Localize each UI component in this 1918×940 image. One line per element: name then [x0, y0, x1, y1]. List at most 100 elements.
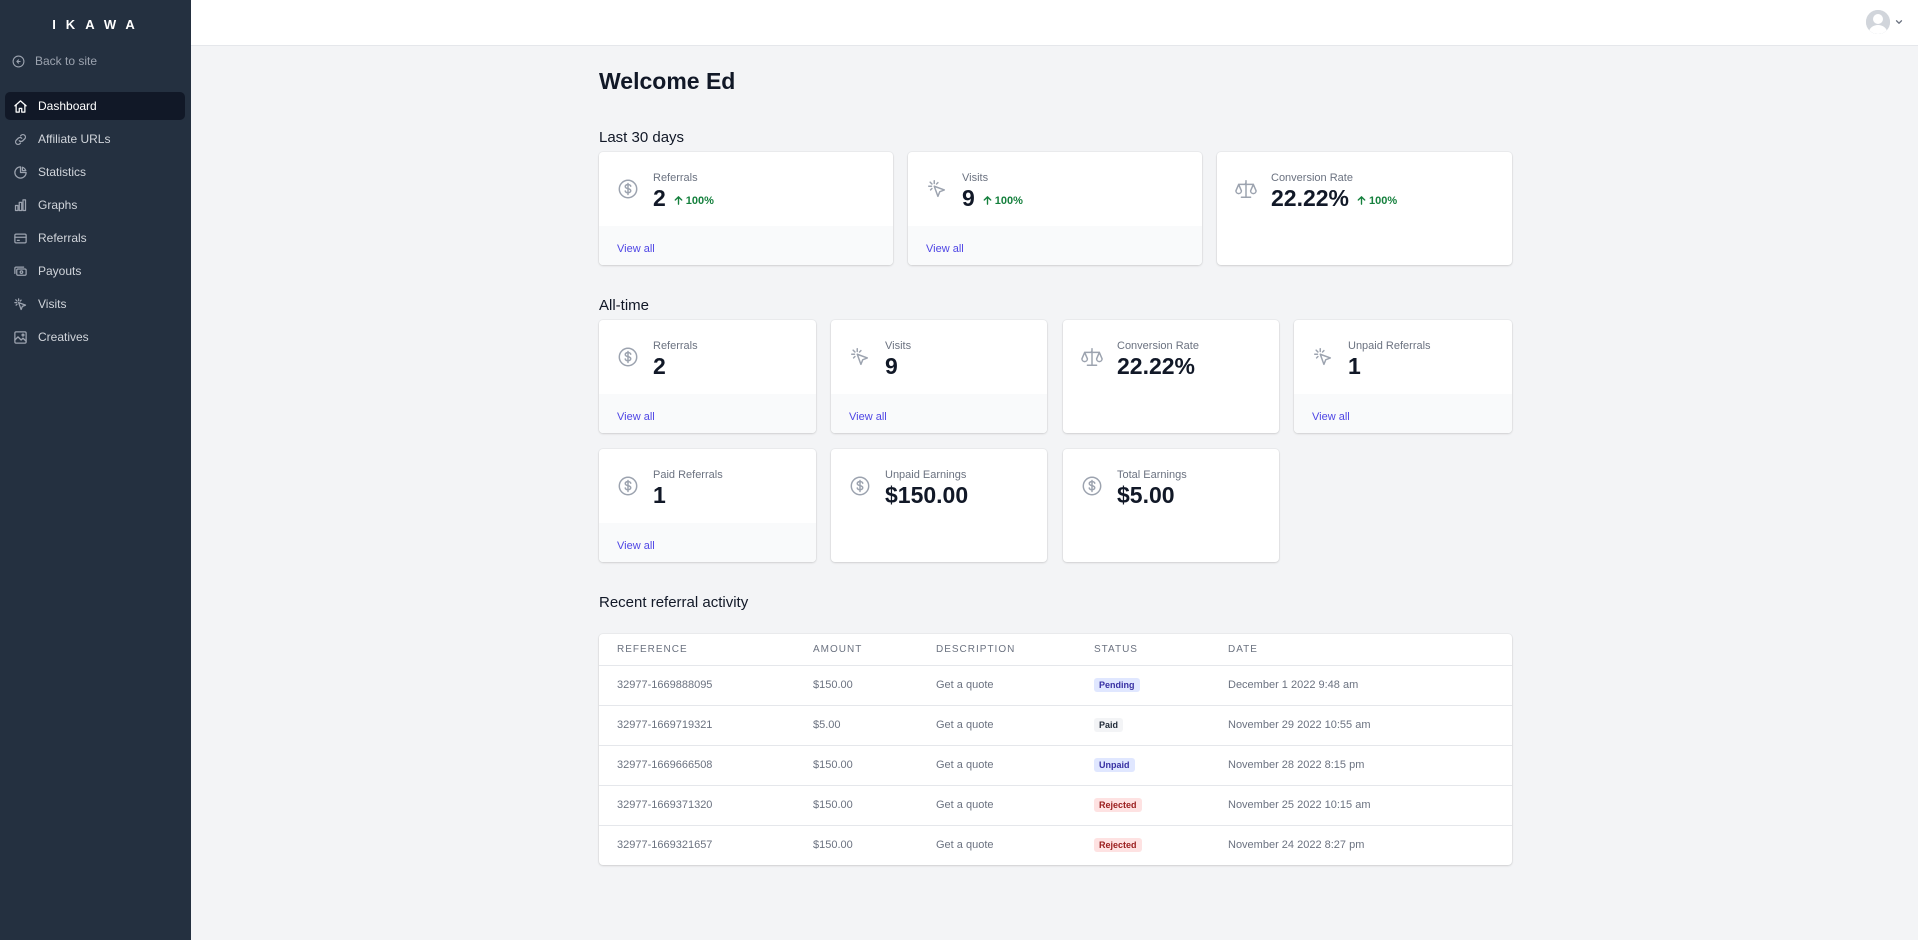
stat-label: Referrals: [653, 172, 698, 184]
sidebar-item-label: Visits: [38, 297, 67, 311]
cell-description: Get a quote: [936, 705, 1094, 746]
cell-description: Get a quote: [936, 665, 1094, 706]
scale-icon: [1235, 180, 1257, 198]
stat-label: Conversion Rate: [1117, 340, 1199, 352]
stat-value: 1: [1348, 353, 1361, 379]
stat-value: 9: [885, 353, 898, 379]
cell-reference: 32977-1669321657: [617, 839, 713, 852]
section-title-all-time: All-time: [599, 297, 650, 314]
stat-change-value: 100%: [994, 194, 1023, 207]
logo[interactable]: IKAWA: [52, 17, 145, 32]
column-header-reference: REFERENCE: [599, 634, 813, 666]
stat-card-total-earnings: Total Earnings $5.00: [1063, 449, 1279, 562]
cell-reference: 32977-1669719321: [599, 705, 813, 746]
stat-label: Unpaid Earnings: [885, 469, 967, 481]
cell-reference: 32977-1669371320: [599, 785, 813, 826]
cursor-click-icon: [14, 297, 27, 310]
sidebar-item-referrals[interactable]: Referrals: [5, 224, 185, 252]
stat-value: $150.00: [885, 482, 969, 508]
table-row: 32977-1669666508 $150.00 Get a quote Unp…: [599, 745, 1512, 786]
avatar[interactable]: [1866, 10, 1890, 34]
view-all-link[interactable]: View all: [1312, 411, 1350, 423]
sidebar-item-label: Referrals: [38, 231, 87, 245]
cell-amount: $150.00: [813, 745, 936, 786]
cell-amount: $150.00: [813, 785, 936, 826]
stat-card-referrals-30d: Referrals 2 100% View all: [599, 152, 893, 265]
stat-card-visits-30d: Visits 9 100% View all: [908, 152, 1202, 265]
cell-date: November 24 2022 8:27 pm: [1228, 839, 1365, 852]
user-menu[interactable]: [1866, 10, 1904, 34]
stat-label: Paid Referrals: [653, 469, 723, 481]
stat-value: 2: [653, 185, 666, 211]
link-icon: [15, 133, 26, 145]
status-badge: Paid: [1094, 718, 1124, 732]
sidebar-item-creatives[interactable]: Creatives: [5, 323, 185, 351]
cell-date: November 28 2022 8:15 pm: [1228, 745, 1512, 786]
stat-card-unpaid-earnings: Unpaid Earnings $150.00: [831, 449, 1047, 562]
cursor-click-icon: [851, 348, 869, 366]
stat-label: Referrals: [653, 340, 698, 352]
cell-amount: $5.00: [813, 705, 936, 746]
card-footer: View all: [908, 226, 1202, 265]
status-badge: Pending: [1094, 678, 1140, 692]
arrow-left-circle-icon: [12, 55, 25, 67]
stat-value: 22.22%: [1271, 185, 1350, 211]
column-header-description: DESCRIPTION: [936, 634, 1094, 666]
card-footer: View all: [599, 226, 893, 265]
chevron-down-icon[interactable]: [1894, 17, 1904, 27]
cell-reference: 32977-1669888095: [599, 665, 813, 706]
column-header-date: DATE: [1228, 634, 1512, 666]
cell-status: Pending: [1094, 665, 1228, 706]
cell-date: December 1 2022 9:48 am: [1228, 665, 1512, 706]
sidebar-nav: Dashboard Affiliate URLs Statistics Grap…: [5, 92, 185, 356]
stat-value: 9: [962, 185, 975, 211]
section-title-recent-activity: Recent referral activity: [599, 594, 749, 611]
table-row: 32977-1669371320 $150.00 Get a quote Rej…: [599, 785, 1512, 826]
sidebar-item-label: Affiliate URLs: [38, 132, 111, 146]
status-badge: Rejected: [1094, 798, 1142, 812]
view-all-link[interactable]: View all: [617, 411, 655, 423]
sidebar-item-graphs[interactable]: Graphs: [5, 191, 185, 219]
stat-label: Total Earnings: [1117, 469, 1187, 481]
view-all-link[interactable]: View all: [926, 243, 964, 255]
sidebar-item-statistics[interactable]: Statistics: [5, 158, 185, 186]
arrow-up-icon: [983, 196, 992, 205]
dollar-circle-icon: [618, 347, 638, 367]
cell-date: November 25 2022 10:15 am: [1228, 785, 1512, 826]
sidebar-item-label: Payouts: [38, 264, 82, 278]
column-header-status: STATUS: [1094, 634, 1228, 666]
view-all-link[interactable]: View all: [849, 411, 887, 423]
table-header-row: REFERENCE AMOUNT DESCRIPTION STATUS DATE: [599, 634, 1512, 666]
view-all-link[interactable]: View all: [617, 243, 655, 255]
table-row: 32977-1669888095 $150.00 Get a quote Pen…: [599, 665, 1512, 706]
pie-chart-icon: [14, 165, 27, 179]
card-footer: View all: [1294, 394, 1512, 433]
sidebar-item-label: Dashboard: [38, 99, 97, 113]
sidebar-item-dashboard[interactable]: Dashboard: [5, 92, 185, 120]
arrow-up-icon: [1357, 196, 1366, 205]
stat-card-conversion-rate-30d: Conversion Rate 22.22% 100%: [1217, 152, 1512, 265]
cell-amount: $150.00: [813, 839, 853, 852]
stat-value: 2: [653, 353, 666, 379]
dollar-circle-icon: [1082, 476, 1102, 496]
back-to-site-label: Back to site: [35, 54, 98, 68]
stat-change-value: 100%: [685, 194, 714, 207]
sidebar-item-affiliate-urls[interactable]: Affiliate URLs: [5, 125, 185, 153]
arrow-up-icon: [674, 196, 683, 205]
stat-change: 100%: [982, 195, 1023, 207]
table-row: 32977-1669719321 $5.00 Get a quote Paid …: [599, 705, 1512, 746]
cell-amount: $150.00: [813, 665, 936, 706]
top-bar: [191, 0, 1918, 46]
card-footer: View all: [599, 523, 816, 562]
sidebar-item-label: Graphs: [38, 198, 78, 212]
image-icon: [14, 330, 27, 344]
sidebar-item-payouts[interactable]: Payouts: [5, 257, 185, 285]
view-all-link[interactable]: View all: [617, 540, 655, 552]
cell-status: Paid: [1094, 705, 1228, 746]
sidebar-item-visits[interactable]: Visits: [5, 290, 185, 318]
back-to-site-link[interactable]: Back to site: [12, 54, 97, 68]
recent-referral-table: REFERENCE AMOUNT DESCRIPTION STATUS DATE…: [599, 634, 1512, 865]
status-badge: Unpaid: [1094, 758, 1135, 772]
user-avatar-icon: [1866, 10, 1890, 34]
stat-label: Visits: [962, 172, 989, 184]
